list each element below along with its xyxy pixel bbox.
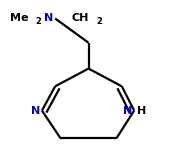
Text: N: N bbox=[122, 106, 132, 116]
Text: N: N bbox=[31, 106, 40, 116]
Text: N: N bbox=[44, 13, 53, 23]
Text: CH: CH bbox=[72, 13, 89, 23]
Text: 2: 2 bbox=[35, 17, 41, 26]
Text: H: H bbox=[137, 106, 146, 116]
Text: 2: 2 bbox=[96, 17, 102, 26]
Text: Me: Me bbox=[10, 13, 29, 23]
